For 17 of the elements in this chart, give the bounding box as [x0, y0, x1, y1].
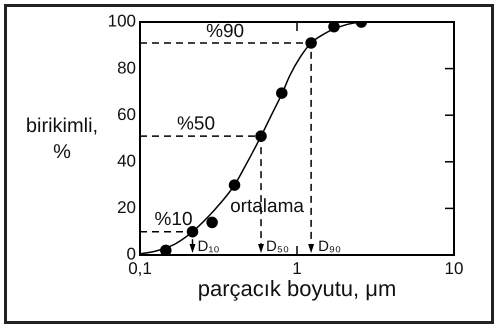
y-tick-label: 60 — [117, 104, 136, 124]
annotation: D₁₀ — [198, 238, 220, 256]
y-tick-label: 100 — [108, 12, 136, 31]
annotation: D₉₀ — [318, 238, 342, 256]
annotation: ortalama — [230, 196, 304, 218]
annotation: %90 — [206, 21, 244, 42]
annotation: %50 — [177, 113, 216, 134]
y-axis-title: birikimli, % — [26, 115, 98, 164]
x-axis-title: parçacık boyutu, μm — [198, 276, 396, 301]
x-tick-label: 10 — [444, 258, 464, 278]
annotation: D₅₀ — [266, 238, 290, 256]
annotation: %10 — [154, 208, 193, 230]
x-tick-label: 1 — [292, 258, 302, 278]
y-tick-label: 20 — [117, 198, 136, 218]
y-tick-label: 80 — [117, 58, 136, 78]
x-tick-label: 0,1 — [128, 258, 152, 278]
y-tick-label: 40 — [117, 151, 136, 170]
